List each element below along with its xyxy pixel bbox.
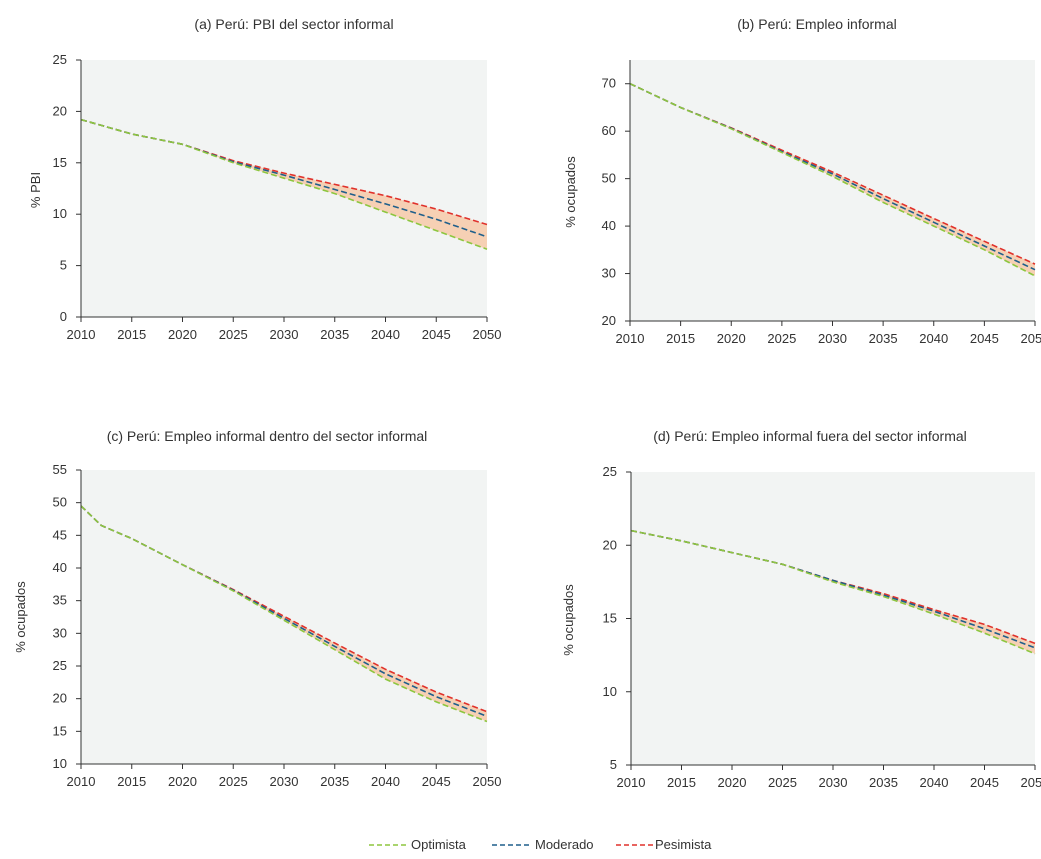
y-tick-label: 10 (603, 684, 617, 699)
x-tick-label: 2015 (117, 774, 146, 789)
legend-label: Moderado (535, 837, 594, 852)
x-tick-label: 2025 (768, 775, 797, 790)
x-tick-label: 2025 (219, 327, 248, 342)
chart-title: (a) Perú: PBI del sector informal (194, 16, 393, 32)
y-tick-label: 25 (603, 464, 617, 479)
y-tick-label: 0 (60, 309, 67, 324)
y-tick-label: 10 (53, 206, 67, 221)
y-tick-label: 15 (53, 155, 67, 170)
x-tick-label: 2035 (869, 331, 898, 346)
x-tick-label: 2050 (473, 774, 502, 789)
y-tick-label: 20 (53, 103, 67, 118)
chart-panel-3: (c) Perú: Empleo informal dentro del sec… (13, 428, 501, 789)
chart-title: (c) Perú: Empleo informal dentro del sec… (107, 428, 428, 444)
x-tick-label: 2020 (168, 774, 197, 789)
x-tick-label: 2050 (473, 327, 502, 342)
y-tick-label: 10 (53, 756, 67, 771)
y-tick-label: 25 (53, 52, 67, 67)
series-line-optimista (80, 118, 488, 250)
series-line-optimista (80, 505, 488, 723)
x-tick-label: 2030 (819, 775, 848, 790)
y-axis-label: % ocupados (13, 581, 28, 653)
legend-item-optimista: Optimista (369, 837, 467, 852)
y-tick-label: 20 (53, 691, 67, 706)
legend-item-moderado: Moderado (492, 837, 594, 852)
x-tick-label: 2035 (869, 775, 898, 790)
x-tick-label: 2020 (717, 331, 746, 346)
y-tick-label: 50 (53, 495, 67, 510)
y-axis-label: % ocupados (561, 584, 576, 656)
chart-panel-2: (b) Perú: Empleo informal% ocupados20304… (563, 16, 1041, 346)
series-line-moderado (80, 118, 488, 238)
y-tick-label: 5 (610, 757, 617, 772)
x-tick-label: 2035 (320, 774, 349, 789)
x-tick-label: 2040 (919, 331, 948, 346)
x-tick-label: 2020 (168, 327, 197, 342)
plot-background (81, 60, 487, 317)
y-tick-label: 25 (53, 658, 67, 673)
x-tick-label: 2030 (270, 774, 299, 789)
y-tick-label: 40 (53, 560, 67, 575)
chart-panel-1: (a) Perú: PBI del sector informal % PBI 0 5… (28, 16, 501, 342)
x-tick-label: 2050 (1021, 331, 1041, 346)
chart-title: (d) Perú: Empleo informal fuera del sect… (653, 428, 967, 444)
y-tick-label: 35 (53, 593, 67, 608)
y-tick-label: 15 (603, 611, 617, 626)
plot-background (631, 472, 1035, 765)
series-line-optimista (630, 529, 1036, 655)
legend-item-pesimista: Pesimista (616, 837, 712, 852)
chart-panel-4: (d) Perú: Empleo informal fuera del sect… (561, 428, 1041, 790)
plot-background (630, 60, 1035, 321)
y-tick-label: 60 (602, 123, 616, 138)
x-tick-label: 2045 (422, 327, 451, 342)
x-tick-label: 2025 (219, 774, 248, 789)
y-tick-label: 55 (53, 462, 67, 477)
y-tick-label: 30 (53, 625, 67, 640)
x-tick-label: 2010 (616, 331, 645, 346)
x-tick-label: 2030 (270, 327, 299, 342)
x-tick-label: 2035 (320, 327, 349, 342)
x-tick-label: 2045 (970, 775, 999, 790)
y-tick-label: 30 (602, 266, 616, 281)
x-tick-label: 2015 (667, 775, 696, 790)
series-line-optimista (629, 82, 1036, 277)
x-tick-label: 2040 (920, 775, 949, 790)
x-tick-label: 2010 (67, 774, 96, 789)
y-axis-label: % PBI (28, 172, 43, 208)
x-tick-label: 2045 (422, 774, 451, 789)
x-tick-label: 2050 (1021, 775, 1041, 790)
series-line-pesimista (80, 505, 488, 713)
y-tick-label: 5 (60, 258, 67, 273)
y-tick-label: 20 (603, 537, 617, 552)
y-tick-label: 70 (602, 76, 616, 91)
y-tick-label: 15 (53, 723, 67, 738)
x-tick-label: 2030 (818, 331, 847, 346)
y-axis-label: % ocupados (563, 156, 578, 228)
y-tick-label: 50 (602, 171, 616, 186)
x-tick-label: 2020 (718, 775, 747, 790)
x-tick-label: 2025 (767, 331, 796, 346)
x-tick-label: 2010 (617, 775, 646, 790)
series-line-pesimista (80, 118, 488, 226)
y-tick-label: 20 (602, 313, 616, 328)
chart-title: (b) Perú: Empleo informal (737, 16, 897, 32)
legend: Optimista Moderado Pesimista (369, 837, 712, 852)
y-tick-label: 45 (53, 527, 67, 542)
x-tick-label: 2015 (666, 331, 695, 346)
x-tick-label: 2040 (371, 774, 400, 789)
y-tick-label: 40 (602, 218, 616, 233)
legend-label: Optimista (411, 837, 467, 852)
x-tick-label: 2040 (371, 327, 400, 342)
x-tick-label: 2045 (970, 331, 999, 346)
legend-label: Pesimista (655, 837, 712, 852)
x-tick-label: 2010 (67, 327, 96, 342)
x-tick-label: 2015 (117, 327, 146, 342)
